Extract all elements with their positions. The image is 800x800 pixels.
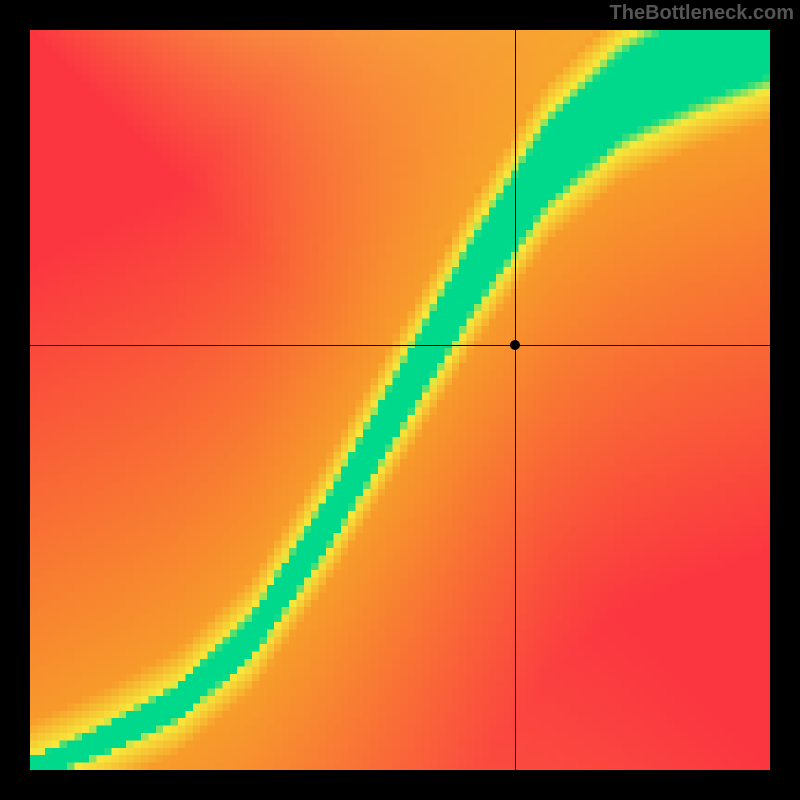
crosshair-marker [510, 340, 520, 350]
plot-area [30, 30, 770, 770]
heatmap-canvas [30, 30, 770, 770]
crosshair-vertical [515, 30, 516, 770]
watermark-text: TheBottleneck.com [610, 2, 794, 25]
chart-container: TheBottleneck.com [0, 0, 800, 800]
crosshair-horizontal [30, 345, 770, 346]
